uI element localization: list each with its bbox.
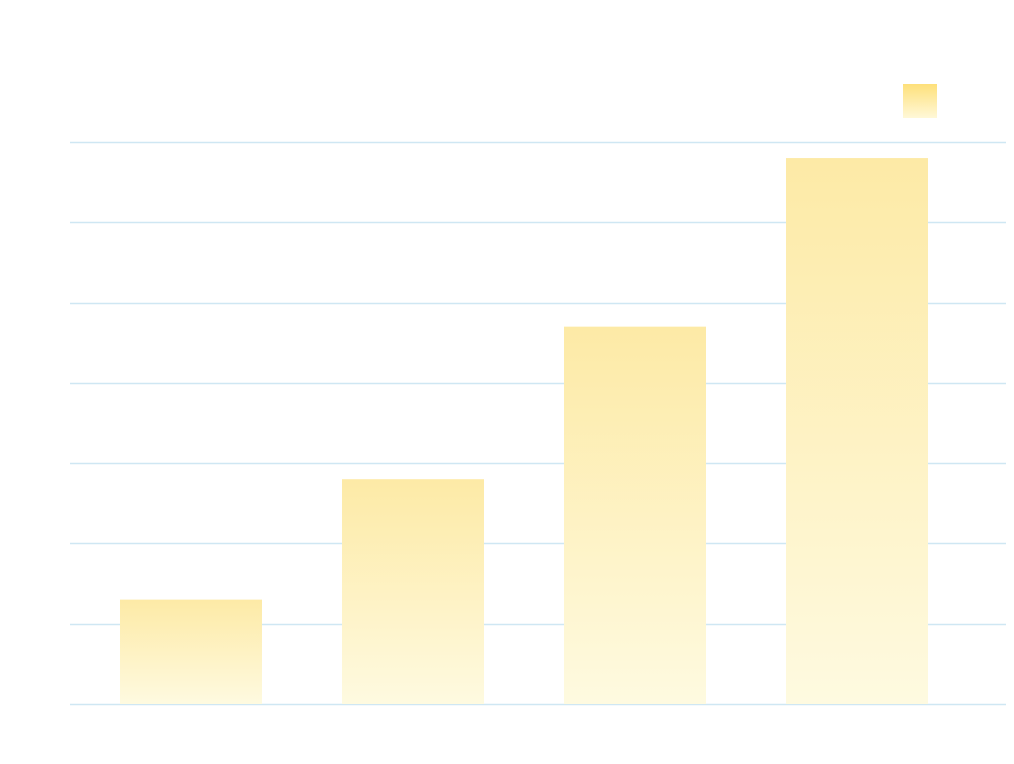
legend-swatch[interactable] bbox=[903, 84, 937, 118]
bar-4[interactable] bbox=[786, 158, 928, 705]
legend bbox=[903, 84, 937, 118]
bar-1[interactable] bbox=[120, 599, 262, 704]
bars bbox=[120, 158, 928, 705]
bar-3[interactable] bbox=[564, 326, 706, 704]
bar-2[interactable] bbox=[342, 479, 484, 704]
